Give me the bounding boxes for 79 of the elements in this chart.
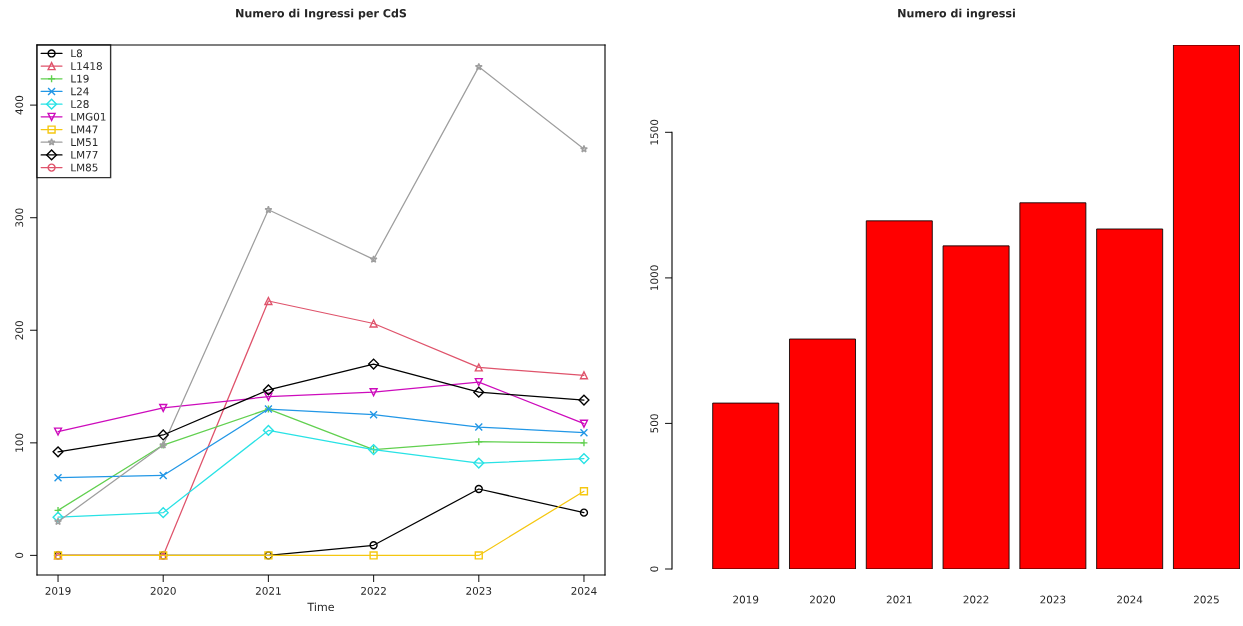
point [474,377,483,387]
point [369,388,378,397]
point [579,428,589,437]
legend-label: L1418 [71,62,102,70]
x-tick-label: 2019 [733,595,759,604]
point [159,471,168,480]
point [474,62,483,71]
x-tick-label: 2022 [963,595,989,604]
point [264,205,273,214]
point [157,429,169,441]
point [474,484,483,494]
legend-label: LM51 [71,138,98,147]
y-tick-label: 500 [650,414,659,433]
point [473,457,485,469]
x-tick-label: 2024 [571,586,597,595]
y-tick-label: 100 [15,433,24,452]
x-tick-label: 2021 [886,595,912,604]
x-tick-label: 2020 [810,595,836,604]
x-tick-label: 2021 [255,586,281,595]
point [579,419,589,428]
point [264,392,273,401]
chart-title: Numero di Ingressi per CdS [236,8,407,20]
point [578,452,590,465]
point [54,517,63,526]
point [579,144,588,153]
point [262,424,275,437]
x-tick-label: 2019 [45,586,71,595]
point [159,403,168,413]
legend-label: L24 [71,87,89,96]
bar [1019,202,1087,569]
legend-label: LM85 [71,163,98,172]
x-tick-label: 2022 [361,586,386,595]
bar [1173,45,1240,569]
point [474,363,483,372]
point [579,438,589,448]
point [264,296,273,306]
x-tick-label: 2024 [1117,595,1143,604]
legend-label: L28 [71,100,89,108]
x-tick-label: 2025 [1193,595,1219,604]
y-tick-label: 300 [15,208,24,227]
point [473,386,485,398]
point [474,422,483,432]
point [369,410,378,419]
bar [712,402,780,569]
bar [789,338,856,569]
bar [942,245,1010,569]
legend-label: LM77 [71,150,98,159]
bar [1096,228,1164,569]
point [367,358,380,370]
y-tick-label: 1500 [650,119,659,145]
legend-label: LMG01 [71,112,106,121]
x-tick-label: 2023 [1040,595,1066,604]
point [579,487,589,496]
bar [865,220,933,569]
point [53,427,63,436]
point [369,319,378,328]
point [578,394,590,406]
y-tick-label: 0 [650,566,659,572]
y-tick-label: 0 [15,552,24,559]
point [579,371,589,380]
point [262,384,275,396]
chart-title: Numero di ingressi [898,8,1015,20]
point [579,508,589,517]
point [474,551,483,560]
legend-label: LM47 [71,125,98,134]
y-tick-label: 200 [15,321,24,340]
point [53,473,63,482]
y-tick-label: 1000 [650,265,659,290]
x-tick-label: 2020 [150,586,176,595]
x-tick-label: 2023 [466,586,492,595]
legend-label: L19 [71,74,89,83]
legend-label: L8 [71,49,83,58]
y-tick-label: 400 [15,95,24,115]
point [369,551,378,560]
point [157,507,169,519]
point [369,255,378,263]
point [369,541,378,550]
point [52,446,64,458]
x-axis-title: Time [307,602,334,612]
